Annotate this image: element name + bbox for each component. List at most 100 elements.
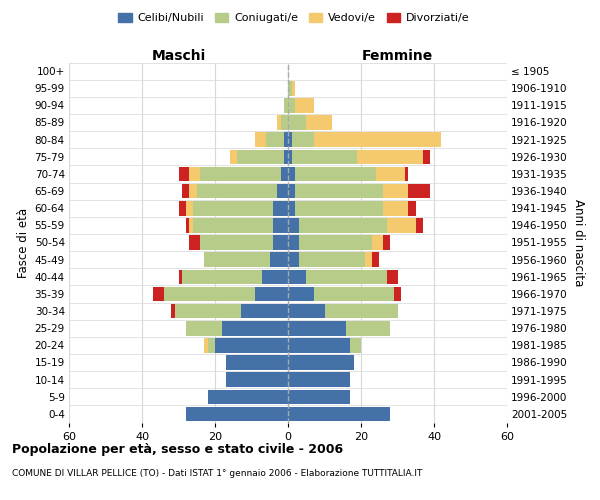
Bar [292,132,314,147]
Y-axis label: Fasce di età: Fasce di età [17,208,31,278]
Bar [270,252,288,267]
Bar [208,390,288,404]
Bar [288,132,292,147]
Bar [383,201,409,216]
Bar [292,150,358,164]
Bar [215,338,288,352]
Text: COMUNE DI VILLAR PELLICE (TO) - Dati ISTAT 1° gennaio 2006 - Elaborazione TUTTIT: COMUNE DI VILLAR PELLICE (TO) - Dati IST… [12,468,422,477]
Bar [266,132,284,147]
Bar [281,115,288,130]
Bar [314,286,394,301]
Bar [372,235,383,250]
Bar [416,218,423,232]
Bar [208,338,215,352]
Text: Popolazione per età, sesso e stato civile - 2006: Popolazione per età, sesso e stato civil… [12,442,343,456]
Bar [284,150,288,164]
Bar [376,166,405,181]
Bar [288,81,292,96]
Bar [423,150,430,164]
Bar [405,166,409,181]
Bar [383,235,390,250]
Bar [306,115,332,130]
Bar [277,184,288,198]
Bar [262,270,288,284]
Bar [314,132,442,147]
Bar [288,338,350,352]
Bar [299,235,372,250]
Bar [346,321,390,336]
Bar [200,235,274,250]
Bar [274,218,288,232]
Bar [288,355,354,370]
Bar [306,270,386,284]
Bar [153,286,164,301]
Bar [409,184,430,198]
Bar [197,184,277,198]
Bar [237,150,284,164]
Bar [186,218,190,232]
Bar [274,235,288,250]
Bar [230,150,237,164]
Bar [226,372,288,387]
Bar [284,98,288,112]
Bar [190,218,193,232]
Bar [350,338,361,352]
Text: Femmine: Femmine [362,48,433,62]
Bar [241,304,288,318]
Bar [288,390,350,404]
Legend: Celibi/Nubili, Coniugati/e, Vedovi/e, Divorziati/e: Celibi/Nubili, Coniugati/e, Vedovi/e, Di… [114,8,474,28]
Bar [284,132,288,147]
Bar [277,115,281,130]
Bar [190,184,197,198]
Bar [288,184,295,198]
Bar [288,372,350,387]
Bar [186,201,193,216]
Bar [325,304,398,318]
Bar [386,218,416,232]
Bar [299,218,386,232]
Text: Maschi: Maschi [151,48,206,62]
Bar [190,166,200,181]
Bar [164,286,255,301]
Bar [299,252,365,267]
Bar [171,304,175,318]
Bar [292,81,295,96]
Bar [179,166,190,181]
Bar [175,304,241,318]
Bar [288,150,292,164]
Bar [295,201,383,216]
Bar [193,201,274,216]
Bar [386,270,398,284]
Bar [182,270,262,284]
Bar [190,235,200,250]
Bar [365,252,372,267]
Bar [288,286,314,301]
Bar [186,406,288,421]
Bar [288,406,390,421]
Bar [288,115,306,130]
Bar [182,184,190,198]
Bar [274,201,288,216]
Bar [372,252,379,267]
Bar [204,338,208,352]
Bar [204,252,270,267]
Bar [288,201,295,216]
Bar [288,252,299,267]
Bar [288,270,306,284]
Bar [179,270,182,284]
Bar [288,304,325,318]
Bar [200,166,281,181]
Bar [383,184,409,198]
Y-axis label: Anni di nascita: Anni di nascita [572,199,584,286]
Bar [409,201,416,216]
Bar [223,321,288,336]
Bar [358,150,423,164]
Bar [255,286,288,301]
Bar [186,321,223,336]
Bar [193,218,274,232]
Bar [288,235,299,250]
Bar [394,286,401,301]
Bar [255,132,266,147]
Bar [295,184,383,198]
Bar [295,166,376,181]
